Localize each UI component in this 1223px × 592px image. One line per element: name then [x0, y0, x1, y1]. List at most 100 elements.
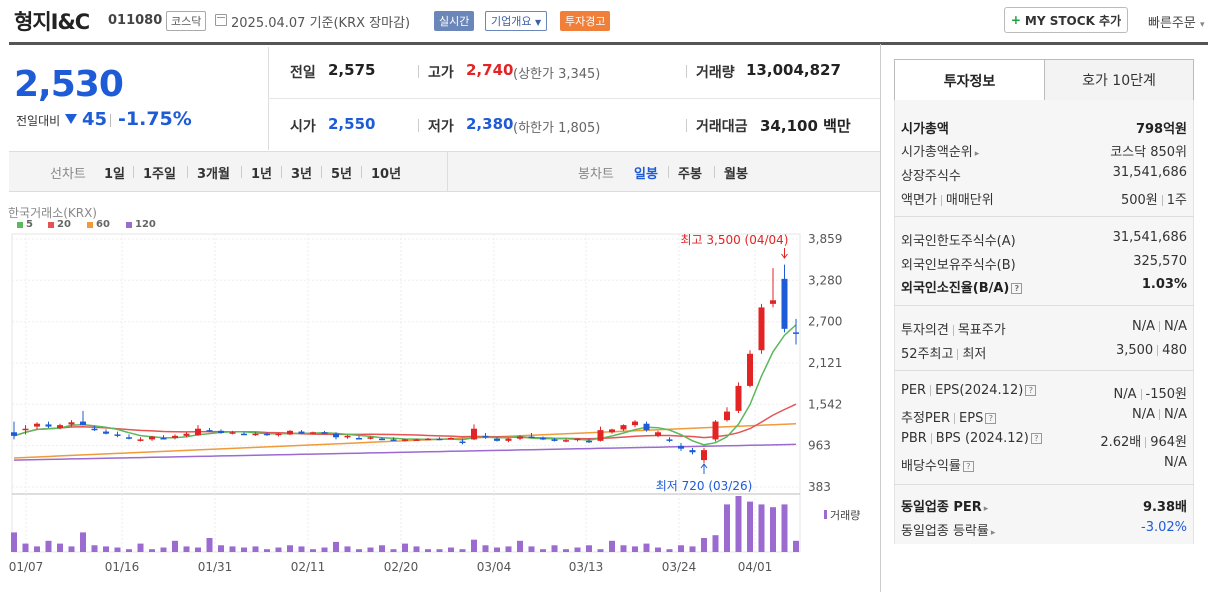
company-overview-dropdown[interactable]: 기업개요 ▼	[485, 11, 548, 31]
bps-value: 964원	[1150, 435, 1187, 450]
tab-order-book[interactable]: 호가 10단계	[1044, 59, 1194, 101]
candle-body	[344, 435, 351, 438]
volume-bar	[620, 545, 627, 552]
candle-body	[160, 437, 167, 440]
candle-daily-tab[interactable]: 일봉	[634, 167, 658, 182]
volume-bar	[436, 549, 443, 552]
est-per-label: 추정PER	[901, 411, 951, 426]
volume-bar	[34, 546, 40, 552]
separator	[281, 166, 282, 178]
amount-number: 34,100	[760, 117, 818, 135]
x-tick-label: 03/04	[477, 560, 512, 574]
candle-body	[643, 423, 650, 431]
volume-bar	[471, 539, 477, 552]
y-tick-label: 3,859	[808, 232, 842, 246]
sector-change-value: -3.02%	[1141, 520, 1187, 535]
period-1y-tab[interactable]: 1년	[251, 167, 273, 182]
legend-ma5: 5	[17, 219, 33, 230]
plot-area	[11, 233, 801, 553]
sector-change-label: 동일업종 등락률	[901, 524, 989, 539]
sector-per-link[interactable]: 동일업종 PER ▸	[901, 496, 988, 515]
candle-monthly-tab[interactable]: 월봉	[724, 167, 748, 182]
candle-weekly-tab[interactable]: 주봉	[678, 167, 702, 182]
current-price: 2,530	[14, 64, 124, 105]
volume-bar	[367, 547, 374, 552]
volume-bar	[11, 532, 17, 552]
volume-bar	[91, 545, 98, 552]
period-1w-tab[interactable]: 1주일	[143, 167, 176, 182]
company-overview-label: 기업개요	[491, 15, 532, 28]
candle-body	[91, 428, 98, 431]
investment-warning-badge[interactable]: 투자경고	[560, 11, 611, 31]
volume-bar	[22, 543, 29, 552]
calendar-icon	[215, 14, 227, 26]
volume-bar	[160, 547, 167, 552]
separator	[133, 166, 134, 178]
volume-bar	[137, 543, 144, 552]
candle-body	[517, 436, 523, 439]
period-3m-tab[interactable]: 3개월	[197, 167, 230, 182]
tab-investment-info[interactable]: 투자정보	[894, 59, 1045, 101]
legend-ma5-label: 5	[26, 219, 33, 230]
divider	[894, 370, 1194, 371]
volume-bar	[172, 540, 178, 552]
foreign-ratio-value: 1.03%	[1141, 277, 1187, 292]
period-5y-tab[interactable]: 5년	[331, 167, 353, 182]
opinion-value: N/A	[1132, 319, 1155, 334]
candle-body	[471, 428, 477, 440]
help-icon[interactable]: ?	[962, 461, 974, 472]
volume-bar	[45, 540, 52, 552]
legend-ma60-label: 60	[96, 219, 110, 230]
candle-body	[701, 450, 707, 461]
market-cap-rank-value: 코스닥 850위	[1110, 145, 1187, 160]
week52-low-label: 최저	[962, 347, 987, 362]
sector-change-link[interactable]: 동일업종 등락률 ▸	[901, 520, 995, 539]
upper-limit: (상한가 3,345)	[513, 67, 601, 82]
candle-body	[781, 278, 788, 329]
add-my-stock-label: MY STOCK 추가	[1024, 13, 1122, 28]
price-chart[interactable]: 01/07 01/16 01/31 02/11 02/20 03/04 03/13 03/24…	[0, 196, 880, 592]
week52-low-value: 480	[1162, 343, 1187, 358]
candle-body	[724, 411, 730, 421]
x-tick-label: 03/24	[662, 560, 697, 574]
candle-body	[597, 430, 604, 441]
help-icon[interactable]: ?	[985, 413, 997, 424]
per-label: PER	[901, 383, 927, 398]
volume-bar	[321, 547, 328, 552]
candle-body	[11, 432, 17, 436]
volume-bar	[632, 546, 638, 552]
help-icon[interactable]: ?	[1030, 433, 1042, 444]
pbr-bps-label: PBR BPS (2024.12)?	[901, 431, 1042, 446]
realtime-button[interactable]: 실시간	[434, 11, 475, 31]
low-label: 저가	[428, 119, 454, 135]
add-my-stock-button[interactable]: + MY STOCK 추가	[1004, 7, 1128, 33]
legend-ma20: 20	[48, 219, 71, 230]
divider	[447, 152, 448, 191]
week52-high-label: 52주최고	[901, 347, 954, 362]
y-tick-label: 963	[808, 439, 831, 453]
base-date: 2025.04.07 기준(KRX 장마감)	[231, 16, 411, 31]
period-3y-tab[interactable]: 3년	[291, 167, 313, 182]
separator	[241, 166, 242, 178]
high-value: 2,740	[466, 61, 514, 79]
help-icon[interactable]: ?	[1025, 385, 1037, 396]
quick-order-link[interactable]: 빠른주문 ▾	[1148, 12, 1205, 31]
period-1d-tab[interactable]: 1일	[104, 167, 126, 182]
prev-close-label: 전일	[290, 65, 316, 81]
help-icon[interactable]: ?	[1011, 283, 1023, 294]
market-cap-rank-link[interactable]: 시가총액순위 ▸	[901, 141, 979, 160]
candle-body	[114, 434, 121, 436]
separator	[418, 119, 419, 132]
volume-bar	[298, 546, 305, 552]
chevron-down-icon: ▾	[1199, 20, 1205, 30]
amount-value: 34,100 백만	[760, 115, 851, 136]
stock-name: 형지I&C	[14, 10, 90, 34]
amount-label: 거래대금	[696, 119, 748, 135]
period-10y-tab[interactable]: 10년	[371, 167, 402, 182]
stock-code: 011080	[108, 13, 163, 28]
candle-body	[482, 435, 489, 438]
foreign-ratio-label: 외국인소진율(B/A)?	[901, 277, 1023, 296]
sector-per-label: 동일업종 PER	[901, 500, 982, 515]
volume-bar	[275, 547, 282, 552]
y-tick-label: 3,280	[808, 273, 842, 287]
